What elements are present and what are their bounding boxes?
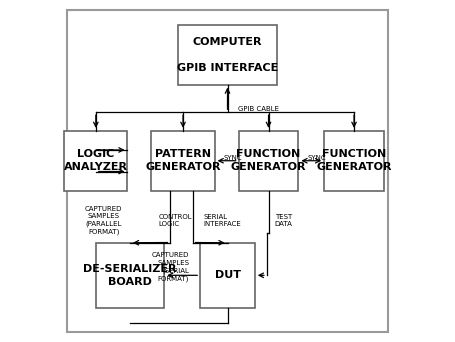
Text: SYNC: SYNC	[308, 155, 327, 161]
Text: CONTROL
LOGIC: CONTROL LOGIC	[158, 214, 192, 227]
Text: LOGIC
ANALYZER: LOGIC ANALYZER	[64, 149, 128, 172]
Text: DE-SERIALIZER
BOARD: DE-SERIALIZER BOARD	[83, 264, 177, 287]
Text: FUNCTION
GENERATOR: FUNCTION GENERATOR	[231, 149, 306, 172]
Text: DUT: DUT	[214, 270, 241, 280]
Bar	[238, 131, 298, 191]
Text: SERIAL
INTERFACE: SERIAL INTERFACE	[203, 214, 241, 227]
Bar	[178, 25, 277, 85]
Text: SYNC: SYNC	[223, 155, 242, 161]
Bar	[96, 243, 164, 308]
Text: GPIB CABLE: GPIB CABLE	[238, 106, 279, 112]
Text: FUNCTION
GENERATOR: FUNCTION GENERATOR	[316, 149, 392, 172]
Bar	[152, 131, 215, 191]
Text: CAPTURED
SAMPLES
(PARALLEL
FORMAT): CAPTURED SAMPLES (PARALLEL FORMAT)	[85, 206, 122, 235]
Text: COMPUTER

GPIB INTERFACE: COMPUTER GPIB INTERFACE	[177, 37, 278, 73]
Text: TEST
DATA: TEST DATA	[275, 214, 293, 227]
Bar	[200, 243, 255, 308]
Text: PATTERN
GENERATOR: PATTERN GENERATOR	[145, 149, 221, 172]
Bar	[324, 131, 384, 191]
Text: CAPTURED
SAMPLES
(SERIAL
FORMAT): CAPTURED SAMPLES (SERIAL FORMAT)	[152, 252, 189, 281]
Bar	[64, 131, 127, 191]
